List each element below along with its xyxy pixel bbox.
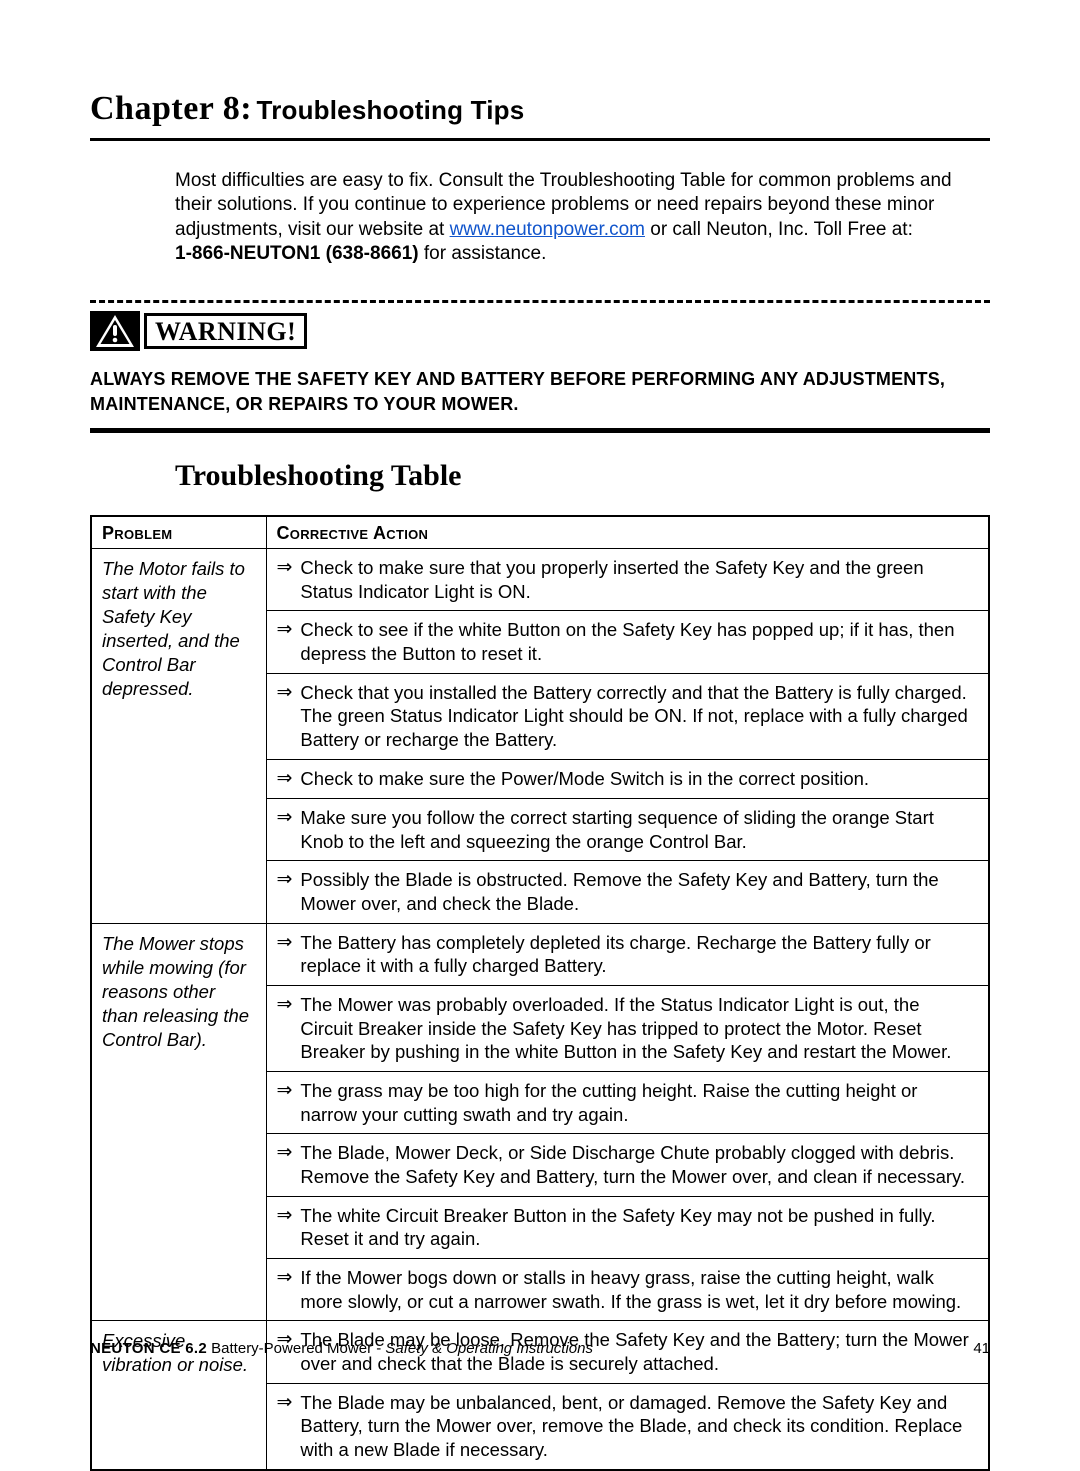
arrow-icon: ⇒ [277, 767, 293, 791]
arrow-icon: ⇒ [277, 681, 293, 752]
actions-cell: ⇒Check to make sure that you properly in… [266, 548, 989, 923]
actions-cell: ⇒The Battery has completely depleted its… [266, 923, 989, 1321]
warning-label: WARNING! [144, 313, 307, 349]
phone-tail: for assistance. [419, 243, 547, 264]
action-text: Make sure you follow the correct startin… [300, 806, 974, 853]
arrow-icon: ⇒ [277, 931, 293, 978]
action-item: ⇒Check that you installed the Battery co… [267, 674, 989, 760]
arrow-icon: ⇒ [277, 1141, 293, 1188]
warning-text: ALWAYS REMOVE THE SAFETY KEY AND BATTERY… [90, 367, 990, 416]
action-item: ⇒The white Circuit Breaker Button in the… [267, 1197, 989, 1259]
troubleshooting-table: Problem Corrective Action The Motor fail… [90, 515, 990, 1471]
action-item: ⇒The Blade, Mower Deck, or Side Discharg… [267, 1134, 989, 1196]
warning-top-rule [90, 300, 990, 303]
problem-cell: The Mower stops while mowing (for reason… [91, 923, 266, 1321]
action-item: ⇒Check to see if the white Button on the… [267, 611, 989, 673]
col-header-action: Corrective Action [266, 516, 989, 549]
footer-page-number: 41 [973, 1340, 990, 1357]
intro-text-after: or call Neuton, Inc. Toll Free at: [645, 219, 913, 240]
website-link[interactable]: www.neutonpower.com [450, 219, 645, 240]
action-text: The Battery has completely depleted its … [300, 931, 974, 978]
action-item: ⇒Make sure you follow the correct starti… [267, 799, 989, 861]
section-title: Troubleshooting Table [175, 459, 990, 493]
action-text: If the Mower bogs down or stalls in heav… [300, 1266, 974, 1313]
arrow-icon: ⇒ [277, 1266, 293, 1313]
col-header-problem: Problem [91, 516, 266, 549]
arrow-icon: ⇒ [277, 556, 293, 603]
arrow-icon: ⇒ [277, 1204, 293, 1251]
phone-number: 1-866-NEUTON1 (638-8661) [175, 243, 419, 264]
warning-triangle-icon [90, 311, 140, 351]
action-text: Check that you installed the Battery cor… [300, 681, 974, 752]
action-item: ⇒The Mower was probably overloaded. If t… [267, 986, 989, 1072]
action-text: The Mower was probably overloaded. If th… [300, 993, 974, 1064]
footer-product: NEUTON CE 6.2 [90, 1340, 207, 1357]
action-text: The white Circuit Breaker Button in the … [300, 1204, 974, 1251]
action-item: ⇒Possibly the Blade is obstructed. Remov… [267, 861, 989, 922]
action-item: ⇒Check to make sure that you properly in… [267, 549, 989, 611]
chapter-title: Troubleshooting Tips [257, 95, 525, 125]
arrow-icon: ⇒ [277, 868, 293, 915]
warning-bottom-rule [90, 428, 990, 433]
action-text: Possibly the Blade is obstructed. Remove… [300, 868, 974, 915]
action-text: The grass may be too high for the cuttin… [300, 1079, 974, 1126]
action-text: Check to see if the white Button on the … [300, 618, 974, 665]
table-row: The Mower stops while mowing (for reason… [91, 923, 989, 1321]
footer-doc-title: Safety & Operating Instructions [385, 1340, 593, 1357]
arrow-icon: ⇒ [277, 618, 293, 665]
action-item: ⇒The Blade may be unbalanced, bent, or d… [267, 1384, 989, 1469]
arrow-icon: ⇒ [277, 806, 293, 853]
problem-cell: The Motor fails to start with the Safety… [91, 548, 266, 923]
arrow-icon: ⇒ [277, 1079, 293, 1126]
chapter-heading: Chapter 8: Troubleshooting Tips [90, 90, 990, 141]
page-footer: NEUTON CE 6.2 Battery-Powered Mower - Sa… [90, 1340, 990, 1357]
action-text: The Blade, Mower Deck, or Side Discharge… [300, 1141, 974, 1188]
warning-header: WARNING! [90, 311, 990, 351]
action-text: The Blade may be unbalanced, bent, or da… [300, 1391, 974, 1462]
arrow-icon: ⇒ [277, 1391, 293, 1462]
action-item: ⇒The grass may be too high for the cutti… [267, 1072, 989, 1134]
action-item: ⇒ Check to make sure the Power/Mode Switc… [267, 760, 989, 799]
footer-sub: Battery-Powered Mower - [207, 1340, 385, 1357]
table-row: The Motor fails to start with the Safety… [91, 548, 989, 923]
chapter-number: Chapter 8: [90, 90, 252, 127]
action-text: Check to make sure the Power/Mode Switch… [300, 767, 974, 791]
action-text: Check to make sure that you properly ins… [300, 556, 974, 603]
action-item: ⇒If the Mower bogs down or stalls in hea… [267, 1259, 989, 1320]
arrow-icon: ⇒ [277, 993, 293, 1064]
action-item: ⇒The Battery has completely depleted its… [267, 924, 989, 986]
intro-paragraph: Most difficulties are easy to fix. Consu… [175, 169, 990, 266]
